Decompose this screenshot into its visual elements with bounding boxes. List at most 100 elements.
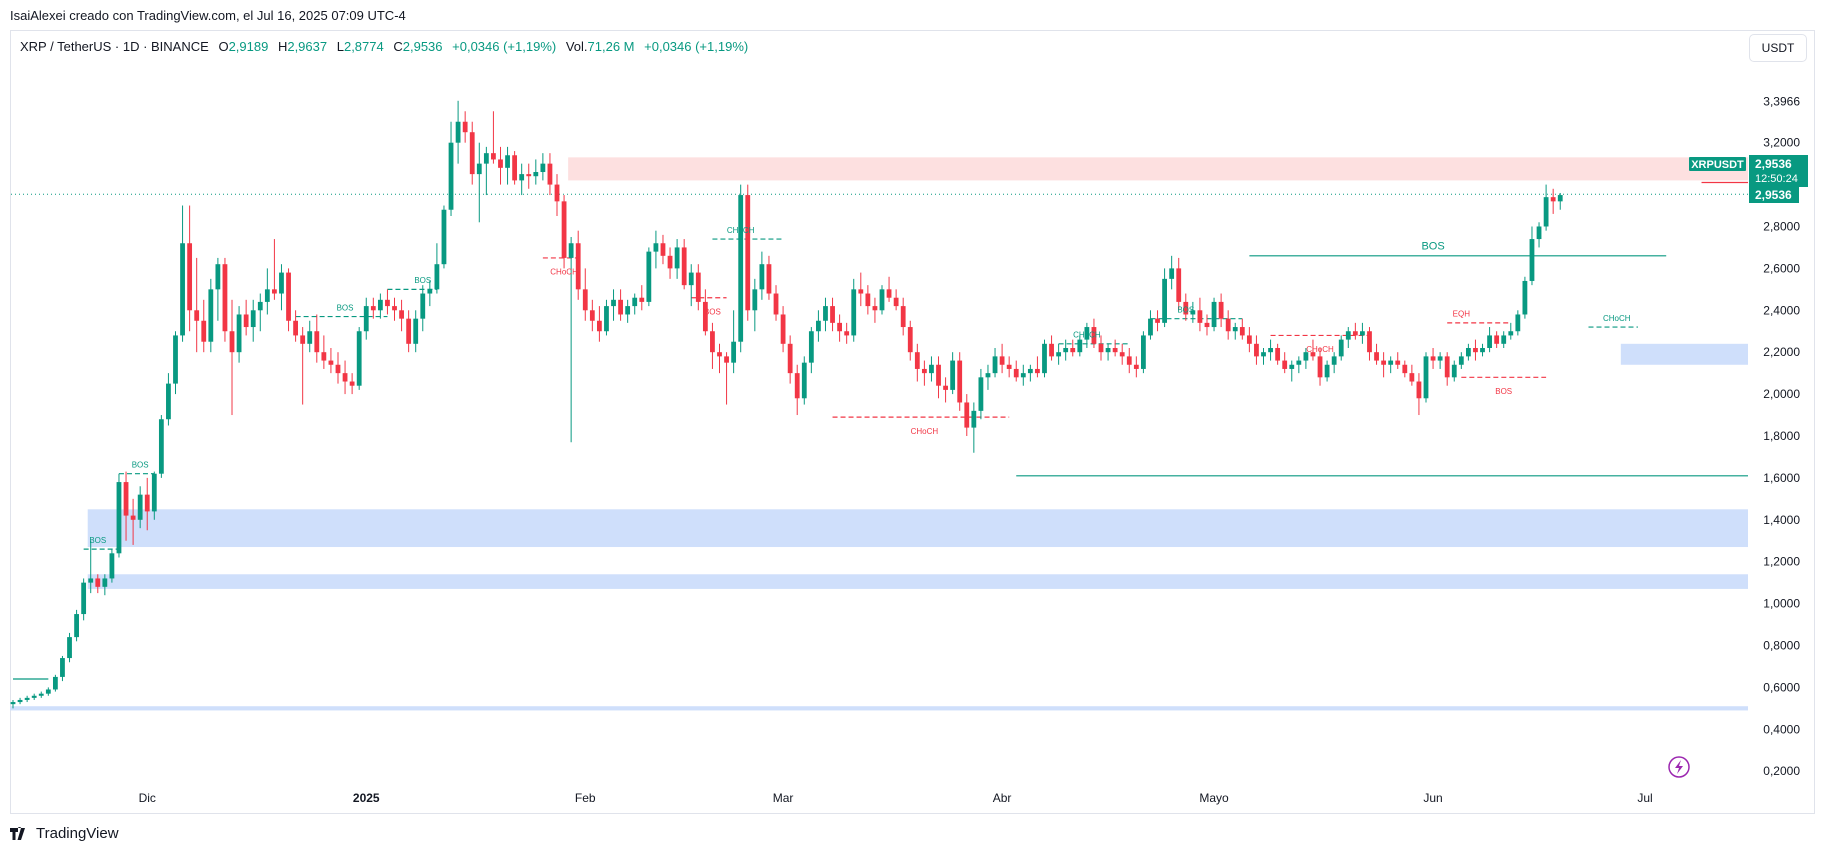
candle-body: [476, 163, 482, 175]
candle-body: [512, 155, 518, 181]
candle-body: [943, 385, 948, 390]
candle-body: [794, 373, 800, 399]
blue-zone: [87, 574, 1749, 589]
price-tag: [1749, 155, 1808, 187]
candle-body: [10, 702, 16, 705]
candle-body: [1155, 318, 1160, 323]
candle-body: [554, 184, 560, 202]
candle-body: [229, 331, 235, 353]
candle-body: [215, 264, 221, 290]
candle-body: [695, 272, 701, 302]
structure-label: CHoCH: [727, 226, 755, 235]
blue-zone: [1620, 343, 1748, 365]
candle-body: [1246, 335, 1252, 344]
high-value: 2,9637: [287, 39, 328, 54]
candle-body: [67, 637, 72, 659]
candle-body: [1133, 364, 1139, 369]
candle-body: [1211, 301, 1217, 328]
candle-body: [328, 360, 334, 365]
candle-body: [752, 289, 758, 311]
candle-body: [1042, 343, 1047, 374]
x-tick-label: Feb: [575, 791, 596, 805]
candle-body: [1112, 347, 1118, 353]
candle-body: [1049, 343, 1054, 357]
price-tag-2-value: 2,9536: [1755, 188, 1792, 202]
candle-body: [893, 297, 899, 307]
open-value: 2,9189: [228, 39, 269, 54]
candle-body: [625, 306, 631, 315]
candle-body: [611, 299, 616, 307]
structure-label: CHoCH: [1073, 331, 1101, 340]
candle-body: [243, 314, 249, 328]
candle-body: [816, 320, 821, 332]
candle-body: [1550, 197, 1556, 202]
close-value: 2,9536: [402, 39, 443, 54]
candle-body: [1557, 195, 1563, 202]
x-tick-label: Dic: [139, 791, 156, 805]
candle-body: [286, 272, 291, 321]
lightning-icon[interactable]: [1668, 756, 1690, 778]
candle-body: [455, 121, 461, 143]
candle-body: [38, 693, 44, 696]
candle-body: [1501, 335, 1507, 344]
candle-body: [681, 247, 687, 286]
x-tick-label: Abr: [993, 791, 1012, 805]
candle-body: [1077, 339, 1083, 353]
symbol-title[interactable]: XRP / TetherUS · 1D · BINANCE: [20, 39, 209, 54]
candle-body: [646, 251, 652, 302]
candle-body: [491, 153, 496, 160]
volume-change-value: +0,0346 (+1,19%): [644, 39, 749, 54]
candle-body: [667, 255, 673, 269]
candle-body: [950, 360, 956, 390]
candle-body: [187, 243, 193, 311]
candle-body: [653, 243, 659, 252]
x-tick-label: Mayo: [1199, 791, 1229, 805]
candle-body: [1423, 356, 1429, 399]
candle-body: [921, 368, 927, 374]
candle-body: [469, 132, 475, 175]
candle-body: [766, 264, 772, 294]
candle-body: [1515, 314, 1521, 332]
candle-body: [427, 289, 433, 294]
candle-body: [808, 331, 814, 363]
candle-body: [173, 335, 178, 384]
candle-body: [1190, 310, 1196, 315]
candle-body: [385, 299, 390, 307]
candle-body: [1289, 364, 1295, 369]
candle-body: [377, 299, 383, 311]
candle-body: [180, 243, 185, 336]
footer-brand[interactable]: TradingView: [10, 825, 119, 842]
candle-body: [349, 381, 355, 386]
currency-button[interactable]: USDT: [1749, 34, 1807, 62]
candle-body: [1324, 364, 1330, 378]
low-value: 2,8774: [343, 39, 384, 54]
candle-body: [321, 352, 327, 361]
candle-body: [914, 352, 920, 369]
candle-body: [31, 695, 37, 698]
candle-body: [151, 473, 157, 512]
candle-body: [561, 201, 567, 258]
candle-body: [130, 515, 136, 520]
chart-frame: [10, 30, 1815, 814]
candle-body: [1197, 310, 1203, 323]
candle-body: [194, 310, 200, 321]
candle-body: [1063, 347, 1069, 353]
y-tick-label: 0,8000: [1763, 638, 1800, 652]
candle-body: [745, 195, 751, 311]
candle-body: [1536, 226, 1542, 240]
candle-body: [257, 301, 263, 311]
open-label: O: [218, 39, 229, 54]
candle-body: [1225, 318, 1231, 332]
high-label: H: [277, 39, 288, 54]
candle-body: [307, 331, 313, 344]
y-tick-label: 0,4000: [1763, 722, 1800, 736]
candle-body: [413, 318, 419, 344]
candle-body: [406, 318, 412, 344]
candle-body: [773, 293, 779, 315]
candle-body: [272, 289, 277, 294]
candle-body: [872, 306, 878, 311]
candle-body: [81, 582, 87, 615]
candle-body: [116, 482, 122, 554]
candle-body: [1367, 331, 1372, 353]
